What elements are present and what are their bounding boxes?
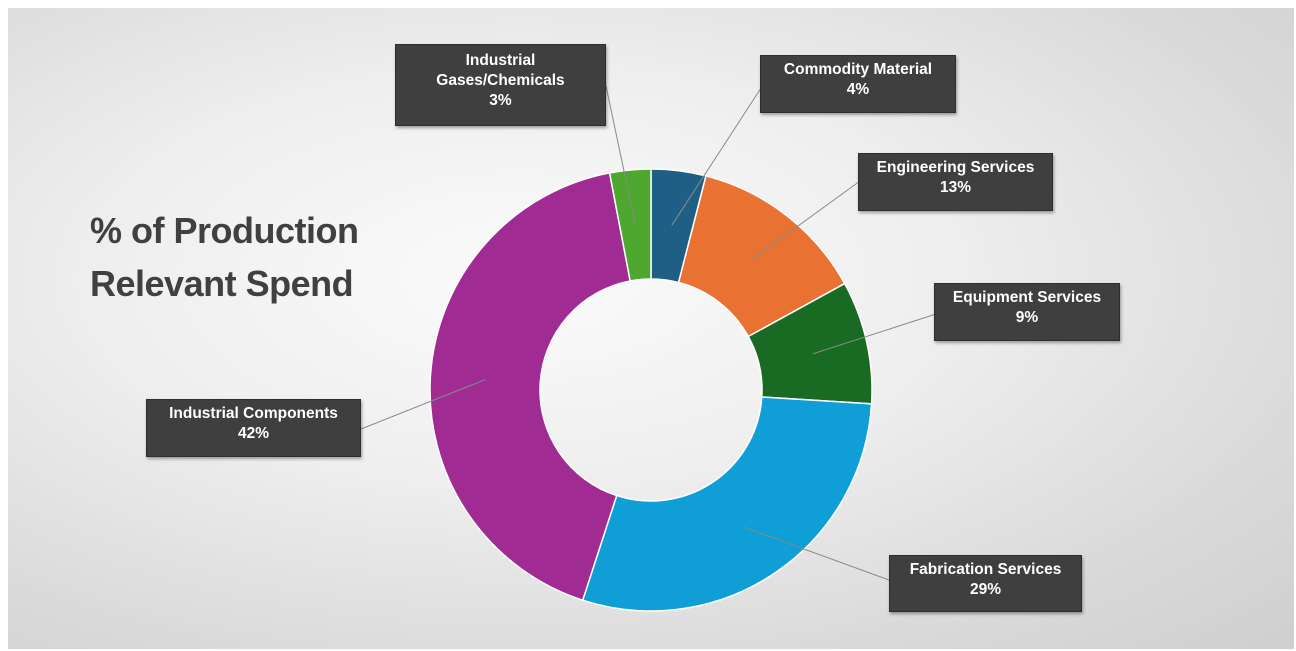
leader-line-engineering-services (752, 180, 861, 260)
data-label-industrial-components: Industrial Components 42% (146, 399, 361, 457)
slice-industrial-gases-chemicals (608, 168, 652, 282)
data-label-category: Commodity Material (783, 61, 933, 78)
slice-industrial-components (429, 172, 632, 602)
leader-line-commodity-material (671, 84, 764, 226)
data-label-value: 29% (969, 581, 1002, 598)
data-label-value: 9% (1015, 309, 1039, 326)
data-label-equipment-services: Equipment Services 9% (934, 283, 1120, 341)
donut-chart (360, 84, 937, 612)
slice-group (429, 168, 873, 612)
data-label-engineering-services: Engineering Services 13% (858, 153, 1053, 211)
chart-area: % of Production Relevant Spend Commodity… (8, 8, 1294, 649)
slice-fabrication-services (581, 396, 873, 612)
leader-line-equipment-services (812, 313, 937, 355)
data-label-commodity-material: Commodity Material 4% (760, 55, 956, 113)
leader-line-fabrication-services (744, 526, 890, 581)
data-label-industrial-gases-chemicals: Industrial Gases/Chemicals 3% (395, 44, 606, 126)
data-label-category: Industrial Components (169, 405, 338, 422)
data-label-value: 13% (939, 179, 972, 196)
data-label-value: 4% (846, 81, 870, 98)
leader-line-industrial-components (360, 379, 486, 430)
leader-line-industrial-gases-chemicals (605, 85, 636, 225)
data-label-category: Engineering Services (876, 159, 1035, 176)
data-label-category: Fabrication Services (909, 561, 1062, 578)
chart-title: % of Production Relevant Spend (90, 210, 359, 304)
data-label-category: Equipment Services (952, 289, 1102, 306)
leader-line-group (360, 84, 937, 581)
data-label-value: 42% (237, 425, 270, 442)
data-label-category: Industrial (465, 52, 536, 69)
data-label-category-line2: Gases/Chemicals (436, 72, 565, 89)
data-label-fabrication-services: Fabrication Services 29% (889, 555, 1082, 612)
data-label-value: 3% (489, 92, 512, 109)
